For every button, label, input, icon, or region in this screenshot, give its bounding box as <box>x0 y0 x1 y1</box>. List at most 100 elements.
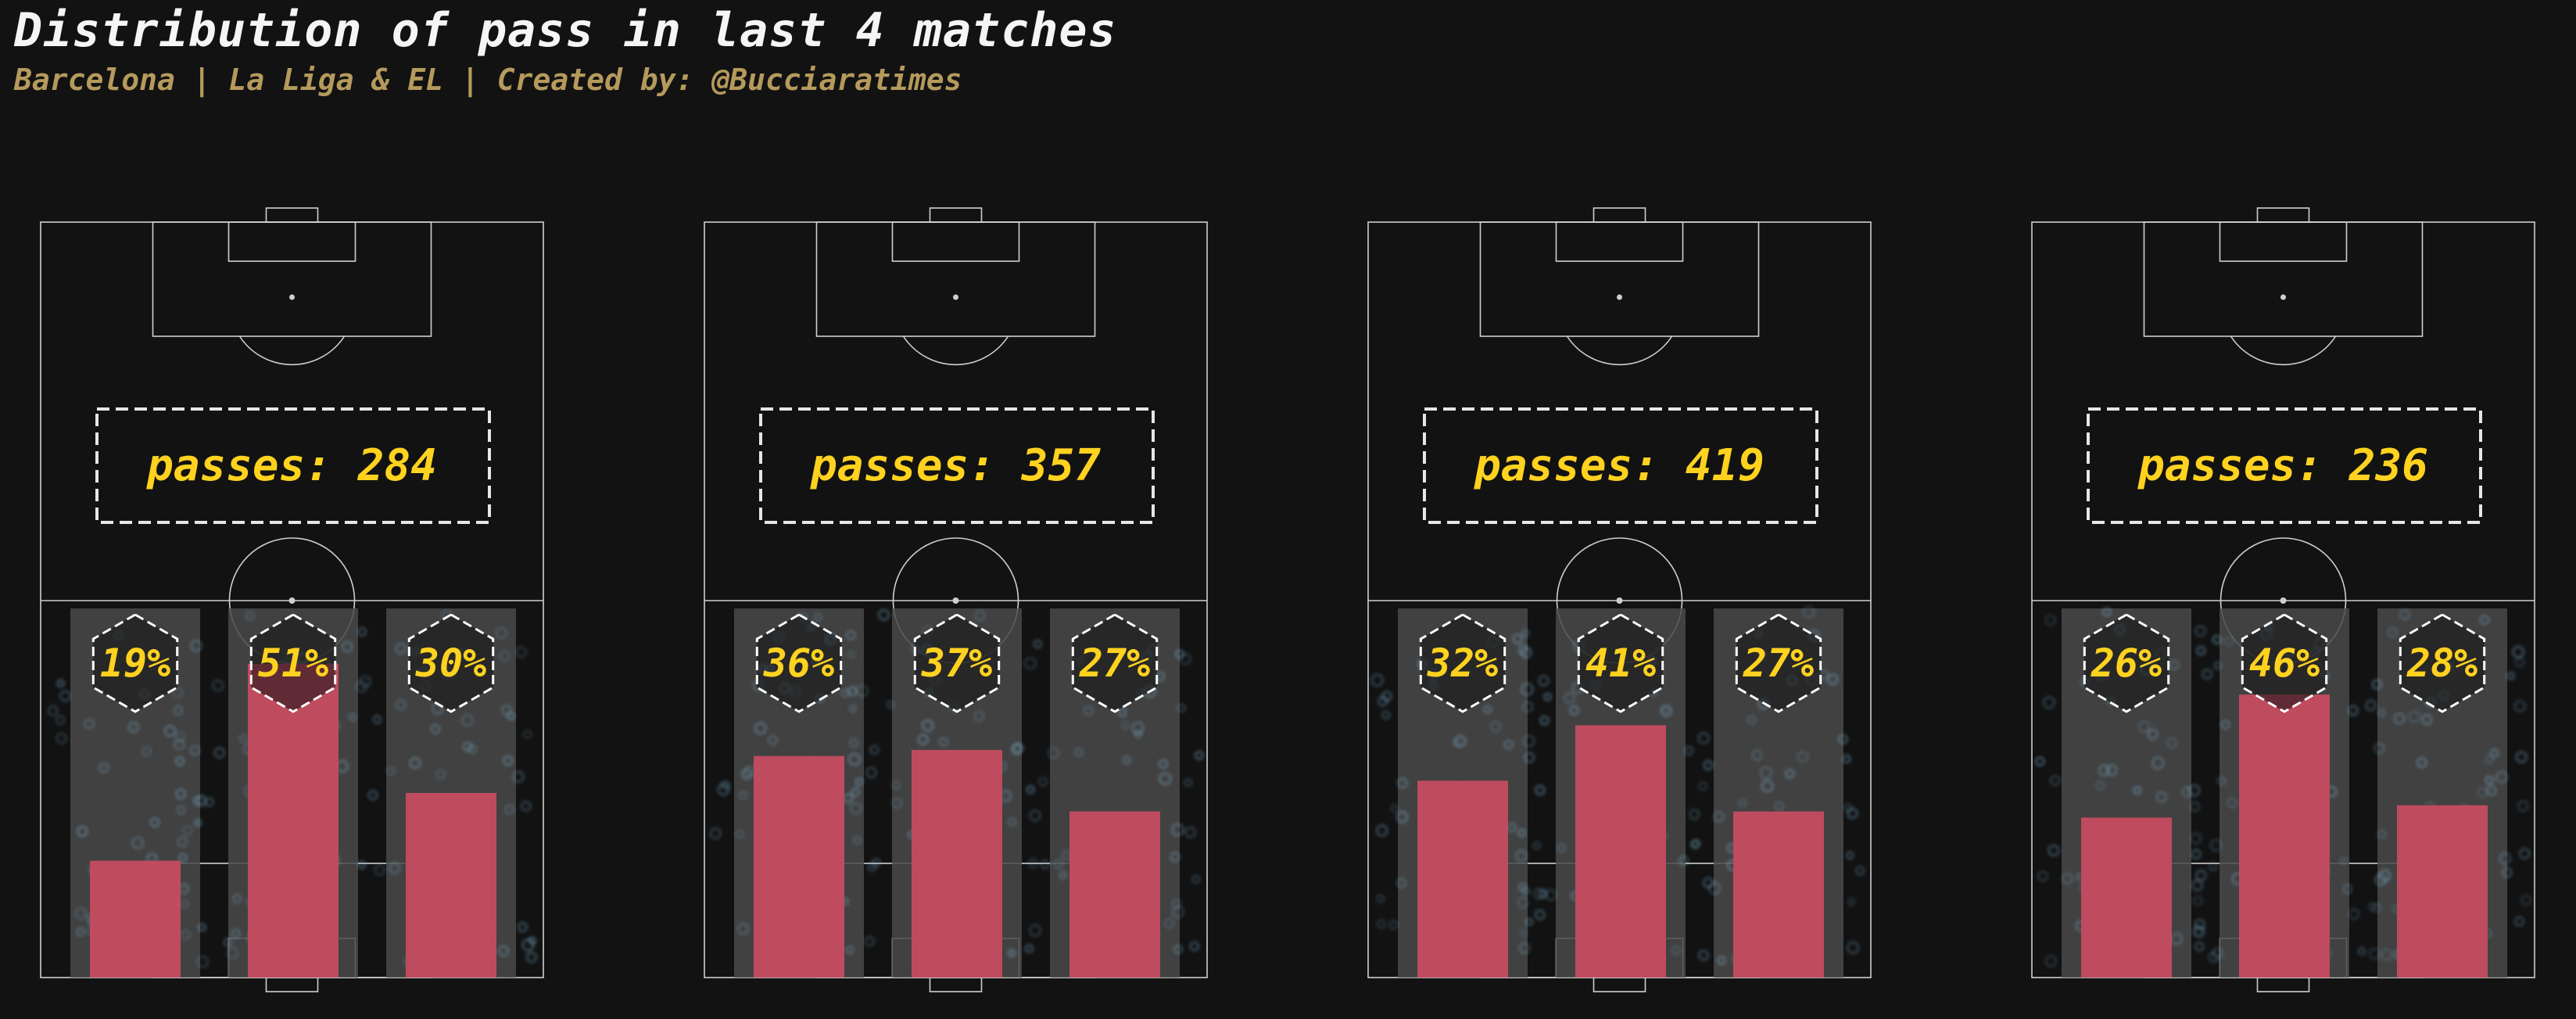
pass-dot <box>1195 751 1204 760</box>
pass-dot <box>355 680 367 693</box>
pass-dot <box>939 737 949 747</box>
pass-dot <box>2377 829 2387 839</box>
pass-dot <box>2365 699 2377 711</box>
pass-dot <box>2485 755 2494 764</box>
hexagon-label-frame <box>755 613 843 713</box>
pass-dot <box>1191 874 1200 884</box>
pass-dot <box>1083 705 1094 716</box>
pass-dot <box>2499 852 2511 865</box>
pass-dot <box>1738 798 1747 808</box>
pass-dot <box>1453 738 1462 748</box>
pass-dot <box>1059 871 1068 880</box>
chart-subtitle: Barcelona | La Liga & EL | Created by: @… <box>14 63 962 97</box>
bar-right <box>406 793 496 978</box>
pass-dot <box>500 651 511 662</box>
pass-dot <box>917 734 929 745</box>
pass-dot <box>84 718 95 730</box>
pass-dot <box>1159 772 1172 785</box>
pass-dot <box>849 737 859 748</box>
pass-dot <box>178 853 188 863</box>
pass-dot <box>348 712 357 722</box>
pass-dot <box>2417 757 2427 768</box>
pass-dot <box>2044 955 2057 967</box>
pass-dot <box>2502 867 2513 878</box>
pass-dot <box>1024 657 1037 670</box>
pass-dot <box>2048 845 2060 856</box>
goal-top <box>2256 207 2310 223</box>
pass-dot <box>2348 705 2359 716</box>
pass-dot <box>1539 716 1550 726</box>
pass-dot <box>190 640 202 652</box>
pass-dot <box>2513 700 2526 712</box>
pass-dot <box>501 705 512 716</box>
pass-dot <box>74 907 88 920</box>
pass-dot <box>177 806 186 815</box>
penalty-arc-top <box>1566 335 1673 366</box>
bar-right <box>1069 811 1160 978</box>
pass-dot <box>435 769 446 780</box>
pass-dot <box>2190 832 2202 845</box>
pass-dot <box>2187 784 2201 797</box>
pass-dot <box>1189 941 1200 952</box>
hexagon-label-frame <box>913 613 1001 713</box>
pass-dot <box>357 627 367 637</box>
pass-dot <box>2399 608 2410 620</box>
pass-dot <box>1661 705 1670 714</box>
pass-dot <box>518 922 528 932</box>
pass-dot <box>850 802 862 815</box>
pass-dot <box>709 827 722 840</box>
percent-label: 41% <box>1585 640 1656 686</box>
pass-dot <box>2147 729 2159 740</box>
pass-dot <box>735 830 744 839</box>
pass-dot <box>2372 903 2382 913</box>
pass-dot <box>198 923 206 932</box>
pass-dot <box>1803 605 1815 619</box>
pass-dot <box>409 757 421 769</box>
center-spot <box>1616 597 1623 604</box>
pass-dot <box>1759 766 1772 780</box>
hexagon-label-frame <box>1735 613 1822 713</box>
pass-dot <box>1543 692 1552 701</box>
pass-dot <box>1751 749 1763 761</box>
pass-dot <box>1717 956 1726 965</box>
penalty-area-top <box>2143 221 2424 337</box>
passes-box <box>95 407 491 524</box>
pass-dot <box>430 723 441 734</box>
pass-dot <box>1761 780 1774 793</box>
percent-label: 26% <box>2091 640 2162 686</box>
passes-count: passes: 419 <box>1473 440 1765 491</box>
pass-dot <box>1053 859 1064 870</box>
pass-dot <box>76 927 85 936</box>
pass-dot <box>846 630 856 640</box>
bar-right <box>1733 811 1824 978</box>
pass-dot <box>1008 817 1017 827</box>
pass-dot <box>59 690 71 702</box>
pass-dot <box>245 611 255 621</box>
pass-dot <box>1842 754 1851 763</box>
pass-dot <box>180 899 189 909</box>
pass-dot <box>1038 777 1048 787</box>
pass-dot <box>2095 780 2105 791</box>
pass-dot <box>521 938 535 952</box>
pass-dot <box>2050 775 2061 786</box>
penalty-spot-top <box>953 294 958 300</box>
pass-dot <box>2408 711 2420 723</box>
pass-dot <box>2517 800 2529 812</box>
pass-dot <box>1512 633 1523 644</box>
pass-dot <box>2212 635 2222 644</box>
pass-dot <box>1692 838 1701 848</box>
goal-bottom <box>265 977 319 992</box>
penalty-arc-top <box>2230 335 2337 366</box>
pass-dot <box>1522 734 1535 748</box>
pass-dot <box>515 646 527 658</box>
pass-dot <box>374 864 385 876</box>
pass-dot <box>1747 715 1757 725</box>
pass-dot <box>974 610 986 622</box>
pass-dot <box>1671 945 1681 956</box>
pass-dot <box>1698 781 1708 791</box>
pass-dot <box>1175 649 1184 659</box>
pass-dot <box>1838 734 1848 745</box>
pass-dot <box>1517 896 1529 909</box>
pass-dot <box>1390 804 1399 813</box>
